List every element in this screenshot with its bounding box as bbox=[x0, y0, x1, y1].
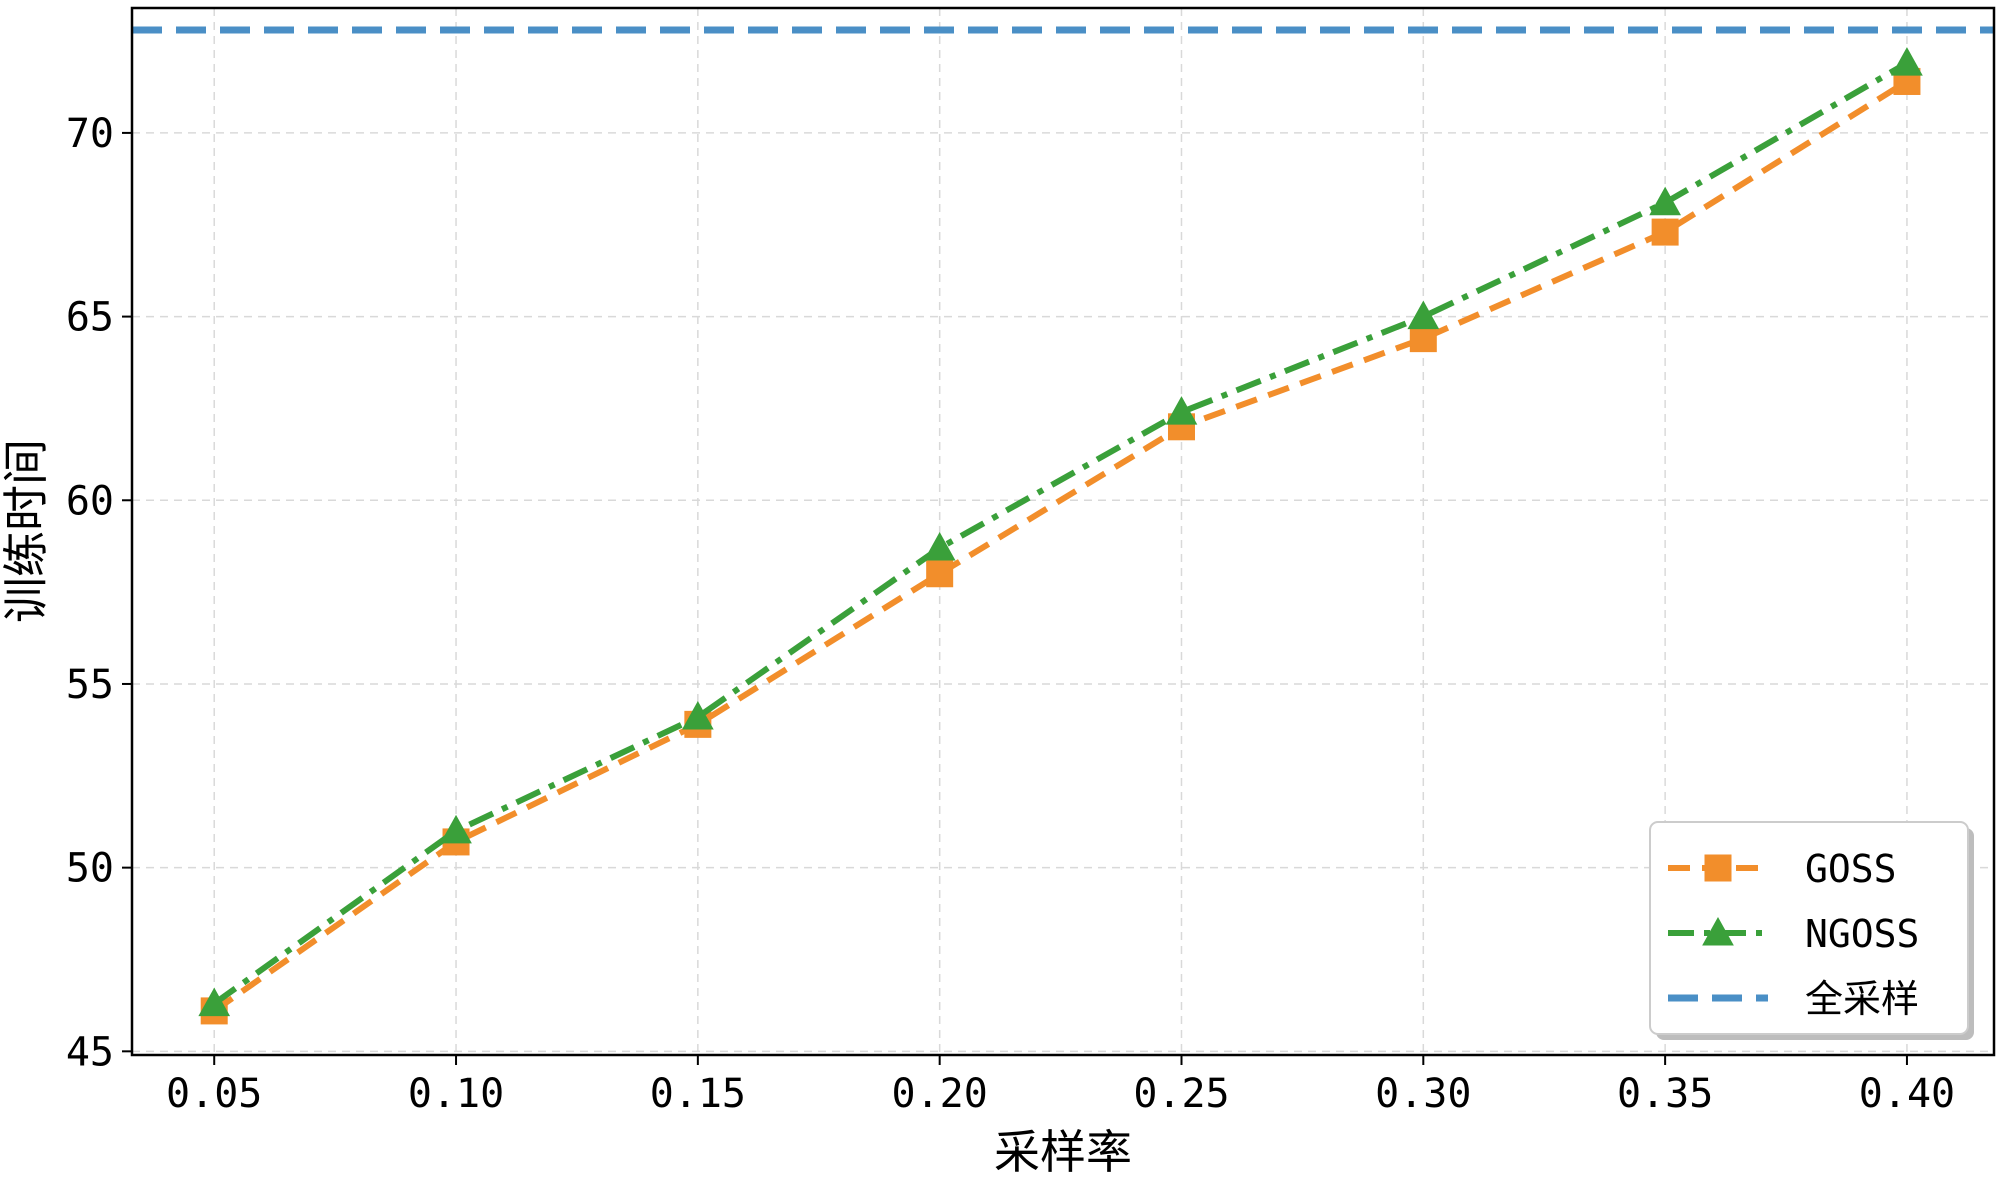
y-tick-label: 45 bbox=[66, 1029, 114, 1075]
series-line-ngoss bbox=[212, 60, 1909, 1007]
y-tick-label: 50 bbox=[66, 846, 114, 892]
x-tick-label: 0.20 bbox=[892, 1071, 988, 1117]
plot-frame bbox=[130, 6, 1996, 1057]
data-point-ngoss bbox=[1649, 186, 1681, 216]
data-point-ngoss bbox=[198, 987, 231, 1017]
legend-marker-goss bbox=[1704, 854, 1732, 882]
x-tick-label: 0.35 bbox=[1617, 1071, 1713, 1117]
legend-label-ngoss: NGOSS bbox=[1805, 912, 1919, 956]
legend: GOSS NGOSS 全采样 bbox=[1649, 821, 1974, 1040]
y-tick-label: 55 bbox=[66, 662, 114, 708]
data-point-ngoss bbox=[440, 814, 472, 844]
data-point-ngoss bbox=[923, 532, 956, 561]
data-point-goss bbox=[1409, 325, 1437, 353]
data-point-ngoss bbox=[1165, 396, 1198, 425]
x-axis: 0.05 0.10 0.15 0.20 0.25 0.30 0.35 0.40 bbox=[166, 1055, 1955, 1117]
data-point-ngoss bbox=[1891, 47, 1923, 76]
data-point-goss bbox=[926, 560, 954, 588]
x-axis-label: 采样率 bbox=[994, 1125, 1132, 1177]
legend-label-goss: GOSS bbox=[1805, 847, 1897, 891]
y-axis: 45 50 55 60 65 70 bbox=[66, 111, 132, 1075]
data-point-ngoss bbox=[1407, 300, 1440, 330]
x-tick-label: 0.25 bbox=[1133, 1071, 1229, 1117]
y-axis-label: 训练时间 bbox=[0, 439, 53, 623]
series-line-goss bbox=[212, 78, 1909, 1014]
y-tick-label: 70 bbox=[66, 111, 114, 157]
x-tick-label: 0.05 bbox=[166, 1071, 262, 1117]
x-tick-label: 0.40 bbox=[1859, 1071, 1955, 1117]
x-tick-label: 0.30 bbox=[1375, 1071, 1471, 1117]
x-tick-label: 0.10 bbox=[408, 1071, 504, 1117]
data-point-goss bbox=[1651, 218, 1679, 246]
y-tick-label: 60 bbox=[66, 478, 114, 524]
x-tick-label: 0.15 bbox=[650, 1071, 746, 1117]
legend-marker-ngoss bbox=[1702, 916, 1734, 946]
y-tick-label: 65 bbox=[66, 295, 114, 341]
series-layer bbox=[132, 26, 1994, 1025]
data-point-ngoss bbox=[682, 700, 714, 730]
legend-label-full-sampling: 全采样 bbox=[1805, 977, 1919, 1021]
